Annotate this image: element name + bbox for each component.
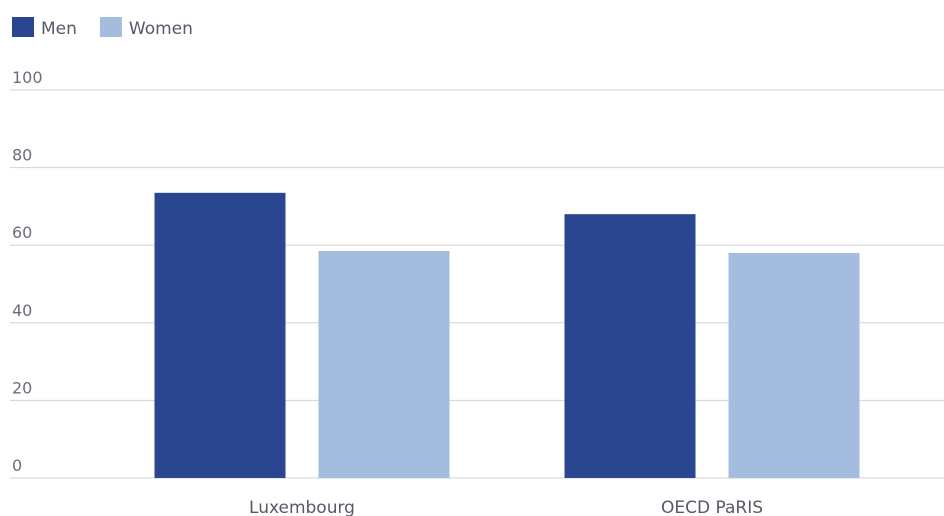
- bar: [318, 251, 450, 478]
- legend-label: Men: [41, 19, 77, 39]
- bar: [728, 252, 860, 478]
- x-tick-label: OECD PaRIS: [661, 498, 763, 516]
- bar: [154, 192, 286, 478]
- y-tick-label: 20: [12, 378, 32, 397]
- legend-swatch: [12, 17, 34, 37]
- x-tick-label: Luxembourg: [249, 498, 355, 516]
- y-tick-label: 80: [12, 146, 32, 165]
- legend-swatch: [99, 17, 122, 37]
- y-tick-label: 100: [12, 68, 43, 87]
- y-tick-label: 60: [12, 223, 32, 242]
- bar: [564, 214, 696, 478]
- legend-label: Women: [129, 19, 193, 39]
- y-tick-label: 0: [12, 456, 22, 475]
- y-tick-label: 40: [12, 301, 32, 320]
